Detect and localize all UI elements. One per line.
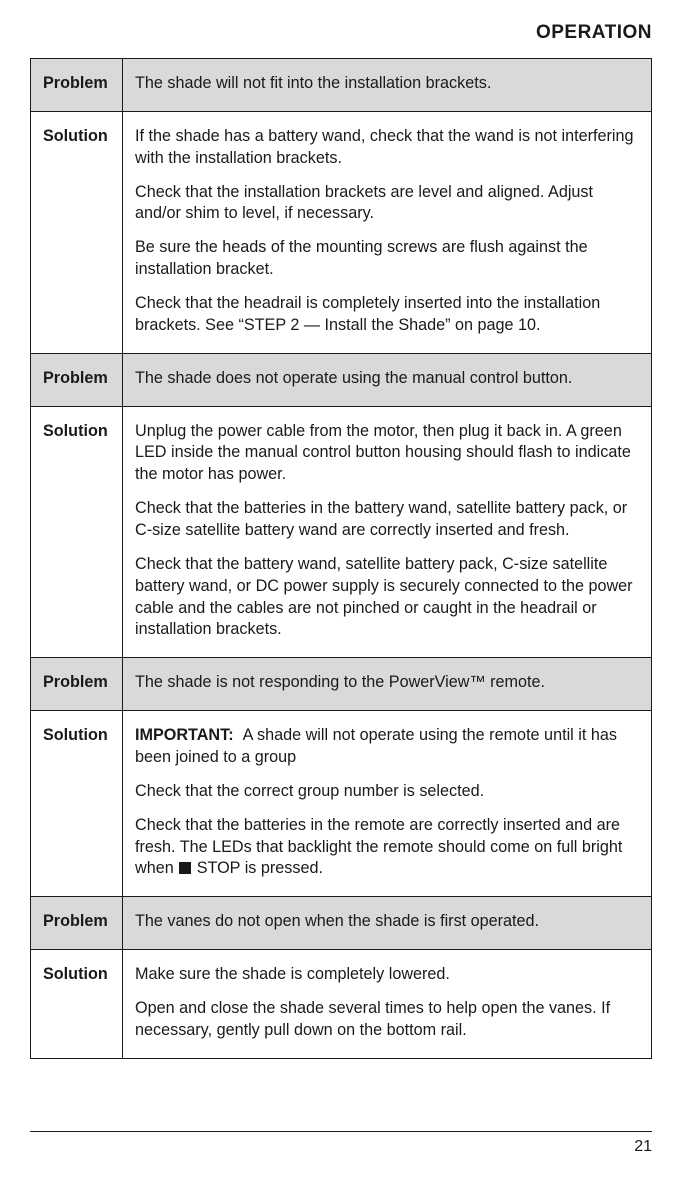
solution-label: Solution xyxy=(31,111,123,353)
problem-label: Problem xyxy=(31,897,123,950)
solution-text: Make sure the shade is completely lowere… xyxy=(123,950,652,1059)
solution-para: Check that the battery wand, satellite b… xyxy=(135,554,639,641)
solution-para: Open and close the shade several times t… xyxy=(135,998,639,1042)
solution-para: Unplug the power cable from the motor, t… xyxy=(135,421,639,487)
solution-text: If the shade has a battery wand, check t… xyxy=(123,111,652,353)
solution-para: Check that the installation brackets are… xyxy=(135,182,639,226)
problem-text: The vanes do not open when the shade is … xyxy=(123,897,652,950)
table-row: Solution Unplug the power cable from the… xyxy=(31,406,652,658)
stop-label: STOP xyxy=(197,859,241,877)
solution-para-important: IMPORTANT: A shade will not operate usin… xyxy=(135,725,639,769)
problem-text: The shade is not responding to the Power… xyxy=(123,658,652,711)
solution-label: Solution xyxy=(31,950,123,1059)
solution-para: Check that the headrail is completely in… xyxy=(135,293,639,337)
solution-para: If the shade has a battery wand, check t… xyxy=(135,126,639,170)
solution-para: Check that the batteries in the remote a… xyxy=(135,815,639,881)
problem-label: Problem xyxy=(31,353,123,406)
table-row: Solution If the shade has a battery wand… xyxy=(31,111,652,353)
problem-text: The shade does not operate using the man… xyxy=(123,353,652,406)
solution-label: Solution xyxy=(31,711,123,897)
page-footer: 21 xyxy=(30,1131,652,1156)
problem-label: Problem xyxy=(31,658,123,711)
problem-label: Problem xyxy=(31,59,123,112)
page-header: OPERATION xyxy=(30,22,652,44)
table-row: Problem The shade will not fit into the … xyxy=(31,59,652,112)
stop-icon xyxy=(179,862,191,874)
important-label: IMPORTANT: xyxy=(135,726,234,744)
table-row: Problem The shade is not responding to t… xyxy=(31,658,652,711)
table-row: Solution Make sure the shade is complete… xyxy=(31,950,652,1059)
page-number: 21 xyxy=(634,1138,652,1155)
page-container: OPERATION Problem The shade will not fit… xyxy=(0,0,676,1059)
problem-text: The shade will not fit into the installa… xyxy=(123,59,652,112)
solution-para: Check that the batteries in the battery … xyxy=(135,498,639,542)
table-row: Solution IMPORTANT: A shade will not ope… xyxy=(31,711,652,897)
solution-para: Check that the correct group number is s… xyxy=(135,781,639,803)
solution-text: Unplug the power cable from the motor, t… xyxy=(123,406,652,658)
table-row: Problem The shade does not operate using… xyxy=(31,353,652,406)
solution-text: IMPORTANT: A shade will not operate usin… xyxy=(123,711,652,897)
table-row: Problem The vanes do not open when the s… xyxy=(31,897,652,950)
solution-label: Solution xyxy=(31,406,123,658)
solution-para: Be sure the heads of the mounting screws… xyxy=(135,237,639,281)
solution-para: Make sure the shade is completely lowere… xyxy=(135,964,639,986)
troubleshooting-table: Problem The shade will not fit into the … xyxy=(30,58,652,1059)
